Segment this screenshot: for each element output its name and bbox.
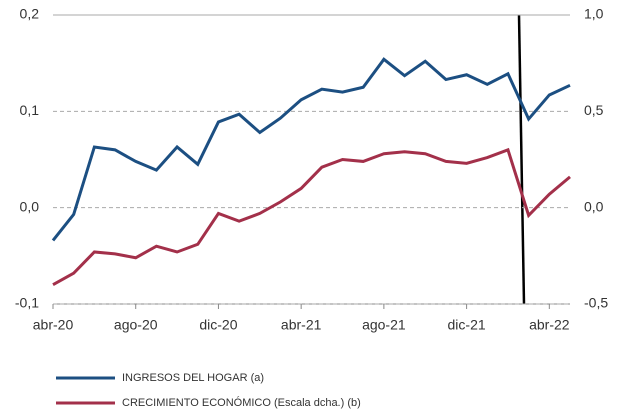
- y-tick-label: -0,1: [15, 295, 39, 311]
- series-line: [51, 57, 571, 242]
- y-tick-label: 0,2: [20, 6, 40, 22]
- legend-label: CRECIMIENTO ECONÓMICO (Escala dcha.) (b): [122, 396, 361, 409]
- y2-tick-label: 1,0: [584, 6, 604, 22]
- y-tick-label: 0,0: [20, 198, 40, 214]
- x-tick-label: abr-20: [33, 317, 74, 333]
- y2-tick-label: 0,5: [584, 102, 604, 118]
- y2-tick-label: 0,0: [584, 198, 604, 214]
- x-tick-label: abr-21: [281, 317, 322, 333]
- x-tick-label: abr-22: [529, 317, 570, 333]
- x-tick-label: dic-20: [199, 317, 237, 333]
- series-line: [52, 147, 571, 287]
- x-tick-label: ago-20: [114, 317, 158, 333]
- x-tick-label: ago-21: [362, 317, 406, 333]
- legend-label: INGRESOS DEL HOGAR (a): [122, 372, 264, 384]
- marker-line: [517, 14, 526, 305]
- x-tick-label: dic-21: [448, 317, 486, 333]
- y-tick-label: 0,1: [20, 102, 40, 118]
- y2-tick-label: -0,5: [584, 295, 608, 311]
